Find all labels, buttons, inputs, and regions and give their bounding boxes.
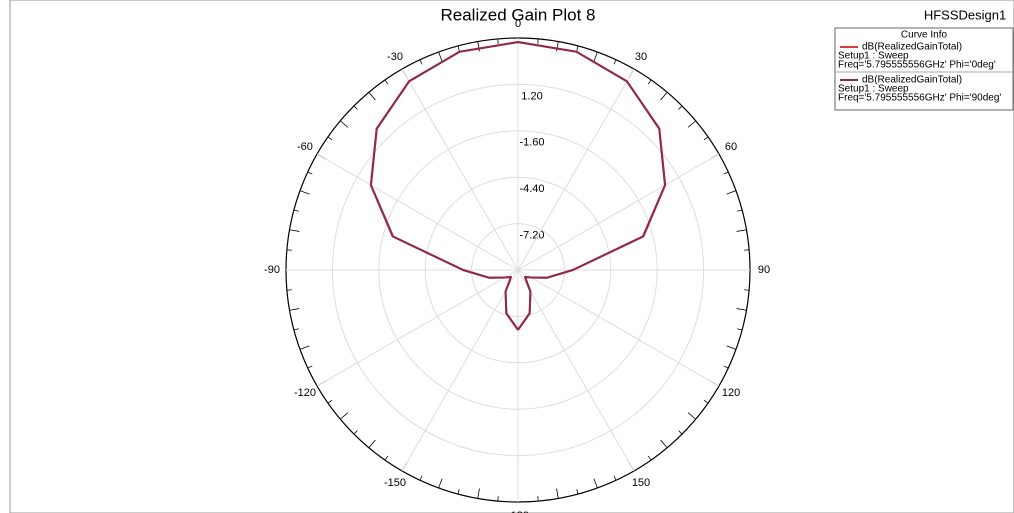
theta-tick-label: -150 xyxy=(384,477,406,489)
minor-tick xyxy=(737,209,743,212)
curve xyxy=(370,41,666,331)
minor-tick xyxy=(556,41,559,52)
minor-tick xyxy=(576,489,579,495)
legend-title: Curve Info xyxy=(901,30,948,41)
minor-tick xyxy=(353,430,358,435)
minor-tick xyxy=(736,229,747,232)
theta-tick-label: -180 xyxy=(507,510,529,513)
minor-tick xyxy=(457,489,460,495)
minor-tick xyxy=(477,41,480,52)
minor-tick xyxy=(340,412,349,420)
grid-spoke xyxy=(316,269,519,387)
legend-label: dB(RealizedGainTotal) xyxy=(862,75,962,86)
minor-tick xyxy=(289,308,300,311)
minor-tick xyxy=(678,430,683,435)
minor-tick xyxy=(307,365,313,369)
legend-box xyxy=(834,27,1014,111)
minor-tick xyxy=(703,399,709,404)
minor-tick xyxy=(327,136,333,141)
grid-spoke xyxy=(316,153,519,271)
r-tick-label: 1.20 xyxy=(521,90,542,102)
grid-spoke xyxy=(517,68,635,271)
minor-tick xyxy=(703,136,709,141)
minor-tick xyxy=(613,475,617,481)
theta-tick-label: 60 xyxy=(725,141,737,153)
minor-tick xyxy=(438,51,443,62)
design-name: HFSSDesign1 xyxy=(924,7,1006,22)
minor-tick xyxy=(419,475,423,481)
minor-tick xyxy=(340,120,349,128)
minor-tick xyxy=(687,120,696,128)
legend-params: Freq='5.795555556GHz' Phi='0deg' xyxy=(838,60,996,71)
minor-tick xyxy=(723,365,729,369)
r-tick-label: -1.60 xyxy=(519,137,544,149)
grid-spoke xyxy=(517,269,635,472)
grid-spoke xyxy=(401,269,519,472)
minor-tick xyxy=(293,328,299,331)
theta-tick-label: 90 xyxy=(758,264,770,276)
minor-tick xyxy=(438,478,443,489)
grid-spoke xyxy=(401,68,519,271)
minor-tick xyxy=(576,45,579,51)
minor-tick xyxy=(289,229,300,232)
r-tick-label: -7.20 xyxy=(519,230,544,242)
minor-tick xyxy=(613,59,617,65)
minor-tick xyxy=(457,45,460,51)
minor-tick xyxy=(299,190,310,195)
minor-tick xyxy=(384,455,389,461)
minor-tick xyxy=(353,105,358,110)
minor-tick xyxy=(368,92,376,101)
theta-tick-label: 30 xyxy=(635,51,647,63)
legend-params: Freq='5.795555556GHz' Phi='90deg' xyxy=(838,93,1001,104)
grid-spoke xyxy=(517,269,720,387)
minor-tick xyxy=(660,439,668,448)
legend-label: dB(RealizedGainTotal) xyxy=(862,42,962,53)
minor-tick xyxy=(293,209,299,212)
minor-tick xyxy=(593,478,598,489)
legend-setup: Setup1 : Sweep xyxy=(838,51,909,62)
minor-tick xyxy=(299,345,310,350)
minor-tick xyxy=(660,92,668,101)
r-tick-label: -4.40 xyxy=(519,183,544,195)
minor-tick xyxy=(723,171,729,175)
grid-spoke xyxy=(517,153,720,271)
theta-tick-label: -120 xyxy=(294,387,316,399)
minor-tick xyxy=(556,488,559,499)
minor-tick xyxy=(327,399,333,404)
legend: Curve Info dB(RealizedGainTotal)Setup1 :… xyxy=(834,27,1014,111)
theta-tick-label: 0 xyxy=(515,18,521,30)
theta-tick-label: -30 xyxy=(387,51,403,63)
minor-tick xyxy=(384,79,389,85)
minor-tick xyxy=(726,190,737,195)
theta-tick-label: 150 xyxy=(632,477,650,489)
minor-tick xyxy=(647,455,652,461)
theta-tick-label: 120 xyxy=(722,387,740,399)
minor-tick xyxy=(368,439,376,448)
minor-tick xyxy=(678,105,683,110)
theta-tick-label: -60 xyxy=(297,141,313,153)
minor-tick xyxy=(726,345,737,350)
minor-tick xyxy=(737,328,743,331)
legend-setup: Setup1 : Sweep xyxy=(838,84,909,95)
theta-tick-label: -90 xyxy=(264,264,280,276)
minor-tick xyxy=(647,79,652,85)
minor-tick xyxy=(593,51,598,62)
minor-tick xyxy=(307,171,313,175)
minor-tick xyxy=(419,59,423,65)
minor-tick xyxy=(687,412,696,420)
chart-title: Realized Gain Plot 8 xyxy=(441,5,596,24)
minor-tick xyxy=(477,488,480,499)
minor-tick xyxy=(736,308,747,311)
